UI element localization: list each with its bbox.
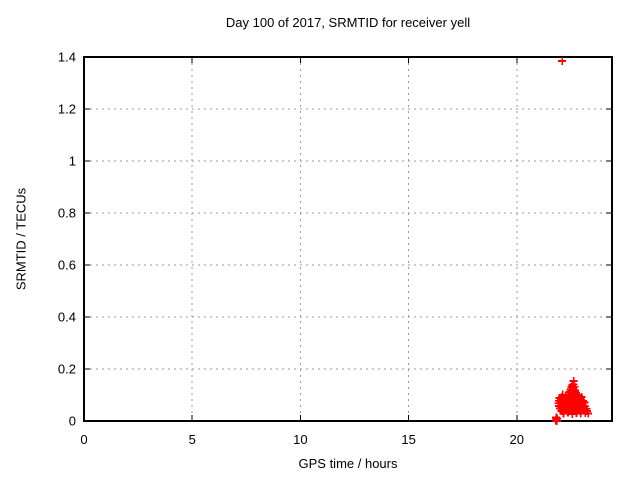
data-point bbox=[584, 409, 593, 418]
y-tick-label: 0.4 bbox=[58, 310, 76, 325]
data-points bbox=[551, 56, 593, 425]
data-point bbox=[568, 409, 577, 418]
plot-border bbox=[83, 56, 613, 422]
y-tick-label: 0.2 bbox=[58, 362, 76, 377]
y-axis-label: SRMTID / TECUs bbox=[13, 187, 29, 291]
chart-title: Day 100 of 2017, SRMTID for receiver yel… bbox=[225, 15, 471, 30]
axis-ticks bbox=[83, 56, 612, 422]
x-tick-label: 0 bbox=[80, 432, 87, 447]
data-point bbox=[558, 56, 567, 65]
x-tick-label: 5 bbox=[189, 432, 196, 447]
x-tick-label: 15 bbox=[401, 432, 415, 447]
y-tick-label: 0 bbox=[69, 414, 76, 429]
y-tick-label: 1 bbox=[69, 154, 76, 169]
y-tick-label: 1.2 bbox=[58, 102, 76, 117]
x-axis-label: GPS time / hours bbox=[298, 456, 398, 471]
tick-labels: 0 5 10 15 20 0 0.2 0.4 0.6 0.8 1 1.2 1.4 bbox=[58, 50, 524, 448]
gridlines bbox=[84, 57, 612, 421]
y-tick-label: 0.6 bbox=[58, 258, 76, 273]
y-tick-label: 0.8 bbox=[58, 206, 76, 221]
data-point bbox=[552, 415, 561, 424]
data-point bbox=[563, 408, 572, 417]
y-tick-label: 1.4 bbox=[58, 50, 76, 65]
x-tick-label: 20 bbox=[510, 432, 524, 447]
x-tick-label: 10 bbox=[293, 432, 307, 447]
